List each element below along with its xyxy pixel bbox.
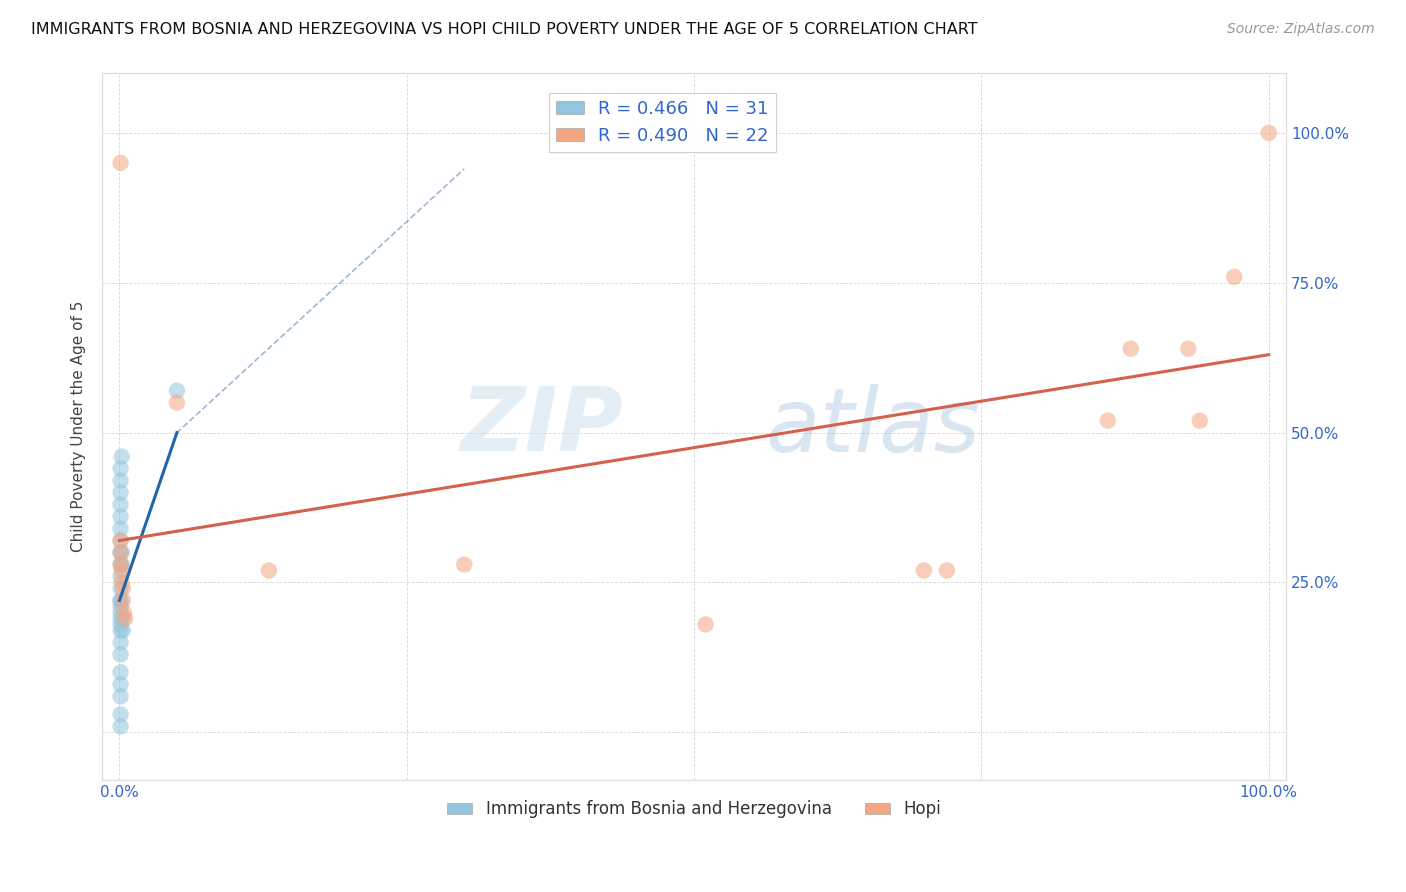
Point	[1177, 342, 1199, 356]
Point	[110, 569, 132, 583]
Point	[110, 558, 132, 572]
Point	[110, 624, 132, 638]
Point	[1223, 269, 1246, 284]
Point	[110, 599, 132, 614]
Point	[110, 509, 132, 524]
Point	[110, 533, 132, 548]
Y-axis label: Child Poverty Under the Age of 5: Child Poverty Under the Age of 5	[72, 301, 86, 552]
Point	[166, 395, 188, 409]
Point	[1257, 126, 1279, 140]
Point	[110, 593, 132, 607]
Point	[111, 593, 134, 607]
Point	[1097, 414, 1119, 428]
Point	[110, 474, 132, 488]
Point	[110, 648, 132, 662]
Point	[110, 665, 132, 680]
Point	[110, 635, 132, 649]
Point	[935, 564, 957, 578]
Text: atlas: atlas	[765, 384, 980, 470]
Point	[110, 611, 132, 625]
Point	[110, 461, 132, 475]
Point	[111, 611, 134, 625]
Point	[110, 498, 132, 512]
Point	[110, 719, 132, 733]
Point	[166, 384, 188, 398]
Point	[453, 558, 475, 572]
Point	[110, 690, 132, 704]
Point	[912, 564, 935, 578]
Point	[110, 558, 132, 572]
Point	[110, 545, 132, 559]
Point	[110, 156, 132, 170]
Point	[110, 593, 132, 607]
Point	[257, 564, 280, 578]
Point	[110, 522, 132, 536]
Point	[111, 558, 134, 572]
Point	[114, 611, 136, 625]
Point	[110, 606, 132, 620]
Text: ZIP: ZIP	[460, 384, 623, 470]
Point	[112, 606, 135, 620]
Point	[111, 545, 134, 559]
Point	[111, 564, 134, 578]
Point	[110, 677, 132, 691]
Point	[110, 707, 132, 722]
Text: IMMIGRANTS FROM BOSNIA AND HERZEGOVINA VS HOPI CHILD POVERTY UNDER THE AGE OF 5 : IMMIGRANTS FROM BOSNIA AND HERZEGOVINA V…	[31, 22, 977, 37]
Point	[695, 617, 717, 632]
Text: Source: ZipAtlas.com: Source: ZipAtlas.com	[1227, 22, 1375, 37]
Point	[110, 582, 132, 596]
Point	[1119, 342, 1142, 356]
Point	[111, 624, 134, 638]
Point	[111, 582, 134, 596]
Point	[110, 545, 132, 559]
Point	[111, 575, 134, 590]
Point	[110, 533, 132, 548]
Legend: Immigrants from Bosnia and Herzegovina, Hopi: Immigrants from Bosnia and Herzegovina, …	[440, 794, 948, 825]
Point	[110, 617, 132, 632]
Point	[1188, 414, 1211, 428]
Point	[110, 485, 132, 500]
Point	[111, 450, 134, 464]
